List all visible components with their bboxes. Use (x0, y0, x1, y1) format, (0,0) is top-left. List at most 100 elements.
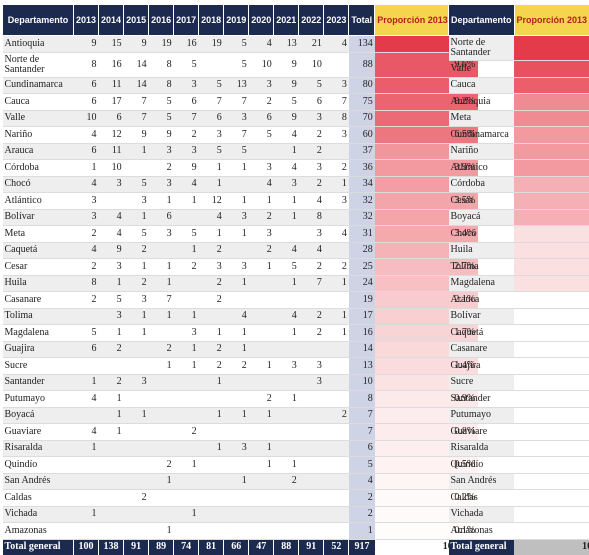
total-cell: 2 (349, 490, 375, 507)
column-header: Departamento (449, 5, 515, 36)
year-total-cell: 74 (174, 539, 199, 555)
year-count-cell: 8 (324, 110, 349, 127)
year-count-cell (199, 506, 224, 523)
proportion-cell: 3.8% (514, 193, 589, 210)
table-row: Meta7.7% (449, 110, 589, 127)
column-header: 2021 (274, 5, 299, 36)
proportion-cell: 3.8% (514, 176, 589, 193)
table-row: Guajira622121141.5% (3, 341, 479, 358)
year-count-cell: 9 (274, 77, 299, 94)
year-count-cell: 1 (224, 275, 249, 292)
year-count-cell: 4 (174, 176, 199, 193)
proportion-cell: 1.9% (514, 259, 589, 276)
year-count-cell: 1 (99, 407, 124, 424)
year-count-cell: 5 (124, 176, 149, 193)
year-count-cell: 6 (249, 110, 274, 127)
year-total-cell: 91 (299, 539, 324, 555)
year-count-cell (124, 473, 149, 490)
total-cell: 32 (349, 209, 375, 226)
department-name: Caldas (3, 490, 74, 507)
year-count-cell: 1 (224, 325, 249, 342)
total-cell: 19 (349, 292, 375, 309)
department-name: Sucre (449, 374, 515, 391)
year-count-cell: 1 (124, 325, 149, 342)
year-count-cell (299, 473, 324, 490)
year-count-cell: 1 (99, 391, 124, 408)
year-count-cell (124, 341, 149, 358)
year-count-cell: 1 (124, 143, 149, 160)
year-count-cell: 1 (274, 209, 299, 226)
year-count-cell: 6 (74, 341, 99, 358)
year-count-cell (149, 242, 174, 259)
year-count-cell: 4 (99, 226, 124, 243)
year-count-cell (249, 490, 274, 507)
year-count-cell (199, 457, 224, 474)
year-count-cell: 4 (299, 193, 324, 210)
year-count-cell: 1 (274, 391, 299, 408)
department-name: Valle (449, 61, 515, 78)
year-count-cell: 4 (274, 127, 299, 144)
total-cell: 88 (349, 52, 375, 77)
year-count-cell (174, 292, 199, 309)
year-count-cell: 11 (99, 143, 124, 160)
proportion-cell: 0.0% (514, 490, 589, 507)
year-count-cell: 9 (124, 127, 149, 144)
proportion-cell: 5.8% (514, 143, 589, 160)
year-count-cell: 2 (324, 259, 349, 276)
year-count-cell: 3 (299, 160, 324, 177)
year-count-cell (299, 506, 324, 523)
total-cell: 36 (349, 160, 375, 177)
year-count-cell: 10 (99, 160, 124, 177)
year-count-cell: 2 (174, 259, 199, 276)
column-header: 2015 (124, 5, 149, 36)
year-count-cell: 17 (99, 94, 124, 111)
year-count-cell (249, 143, 274, 160)
department-name: Córdoba (449, 176, 515, 193)
year-count-cell: 2 (299, 127, 324, 144)
proportion-cell: 0.0% (514, 424, 589, 441)
column-header: 2023 (324, 5, 349, 36)
department-name: Cundinamarca (3, 77, 74, 94)
grand-total-cell: 917 (349, 539, 375, 555)
year-count-cell: 12 (199, 193, 224, 210)
total-cell: 28 (349, 242, 375, 259)
proportion-cell: 0.0% (514, 341, 589, 358)
total-cell: 2 (349, 506, 375, 523)
year-count-cell: 3 (299, 226, 324, 243)
year-count-cell: 7 (199, 94, 224, 111)
table-row: Arauca0.0% (449, 292, 589, 309)
total-cell: 7 (349, 424, 375, 441)
department-name: Putumayo (449, 407, 515, 424)
year-count-cell (274, 292, 299, 309)
year-count-cell (199, 490, 224, 507)
year-count-cell (324, 242, 349, 259)
table-row: Nariño5.8% (449, 143, 589, 160)
year-count-cell: 3 (199, 127, 224, 144)
year-count-cell: 6 (174, 94, 199, 111)
year-count-cell (299, 292, 324, 309)
year-count-cell: 3 (149, 226, 174, 243)
year-count-cell: 3 (249, 226, 274, 243)
year-count-cell (324, 52, 349, 77)
year-count-cell: 4 (299, 242, 324, 259)
department-name: Chocó (3, 176, 74, 193)
year-count-cell: 1 (149, 308, 174, 325)
department-name: Cundinamarca (449, 127, 515, 144)
proportion-cell: 0.0% (514, 292, 589, 309)
year-count-cell: 4 (74, 127, 99, 144)
year-count-cell: 1 (174, 341, 199, 358)
year-count-cell: 3 (74, 193, 99, 210)
table-row: Cundinamarca5.8% (449, 127, 589, 144)
year-count-cell: 3 (199, 259, 224, 276)
year-total-cell: 66 (224, 539, 249, 555)
table-row: Chocó4353414321343.7% (3, 176, 479, 193)
year-count-cell: 7 (149, 292, 174, 309)
year-count-cell: 12 (99, 127, 124, 144)
year-count-cell (224, 292, 249, 309)
department-name: Huila (449, 242, 515, 259)
year-count-cell: 1 (74, 506, 99, 523)
total-cell: 37 (349, 143, 375, 160)
